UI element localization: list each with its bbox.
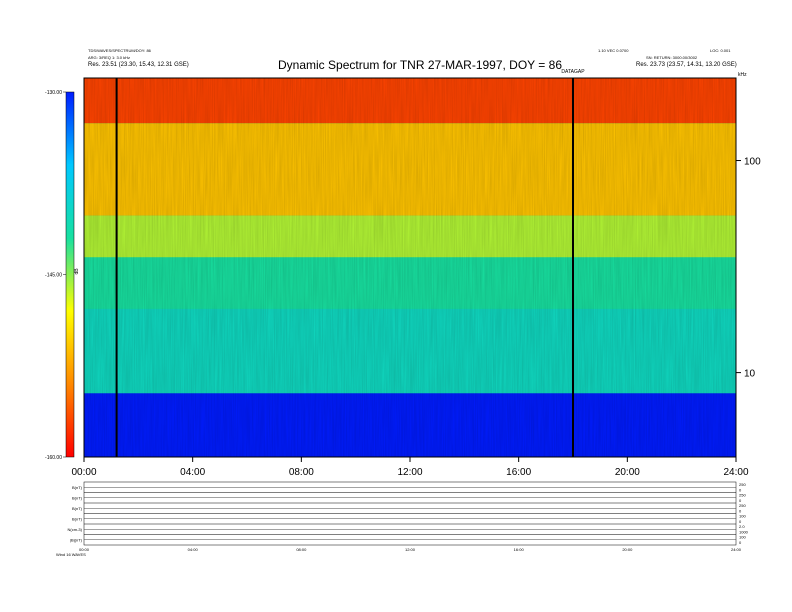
lower-time-tick-label: 00:00 (79, 547, 90, 552)
header-left-line-1: TDS/WAVES/SPECTRUM/DOY: 86 (88, 48, 151, 53)
x-tick-label: 04:00 (180, 467, 205, 478)
header-left-line-2: ARG: 3/REQ 1: 3.0 kHz (88, 55, 131, 60)
colorbar-tick-label: -160.00 (45, 455, 62, 461)
lower-right-tick-label: 100 (739, 535, 746, 540)
colorbar: -130.00 -145.00 -160.00 dB (45, 90, 80, 461)
x-tick-label: 24:00 (723, 467, 748, 478)
colorbar-tick-label: -145.00 (45, 273, 62, 279)
heatmap-texture (84, 78, 736, 457)
lower-panel-label: |B|(nT) (70, 537, 83, 542)
header-right-line-1: 1.10 VEC 0.0700 (598, 48, 629, 53)
lower-right-tick-label: 0 (739, 519, 742, 524)
lower-panel-label: B(nT) (72, 506, 83, 511)
heatmap-plot-area: DATAGAP (83, 69, 737, 458)
lower-right-tick-label: 250 (739, 503, 746, 508)
header-right-line-3: SN: RETURN: 3000.00/3002 (646, 55, 698, 60)
lower-panel-label: B(nT) (72, 495, 83, 500)
lower-time-tick-label: 16:00 (514, 547, 525, 552)
x-tick-label: 20:00 (615, 467, 640, 478)
y-right-unit-label: kHz (738, 72, 747, 78)
lower-right-tick-label: 0 (739, 487, 742, 492)
lower-right-tick-label: 2.0 (739, 524, 745, 529)
lower-right-tick-label: 100 (739, 514, 746, 519)
lower-time-tick-label: 24:00 (731, 547, 742, 552)
lower-right-tick-label: 250 (739, 493, 746, 498)
lower-time-tick-label: 12:00 (405, 547, 416, 552)
colorbar-bar (65, 91, 75, 458)
header-right-line-4: Res. 23.73 (23.57, 14.31, 13.20 GSE) (636, 62, 737, 68)
x-tick-label: 12:00 (397, 467, 422, 478)
marker-tag-1: DATAGAP (561, 69, 585, 75)
y-right-tick-label: 10 (744, 369, 756, 380)
x-tick-label: 00:00 (71, 467, 96, 478)
lower-right-tick-label: 250 (739, 482, 746, 487)
lower-panel-label: B(nT) (72, 485, 83, 490)
chart-title: Dynamic Spectrum for TNR 27-MAR-1997, DO… (278, 58, 562, 72)
lower-right-tick-label: 1000 (739, 529, 749, 534)
x-tick-label: 16:00 (506, 467, 531, 478)
lower-time-tick-label: 08:00 (296, 547, 307, 552)
header-left-line-3: Res. 23.51 (23.30, 15.43, 12.31 GSE) (88, 62, 189, 68)
lower-right-tick-label: 0 (739, 540, 742, 545)
x-tick-label: 08:00 (289, 467, 314, 478)
lower-panels: B(nT)B(nT)B(nT)B(nT)N(cm-3)|B|(nT)250025… (56, 481, 749, 557)
lower-time-tick-label: 04:00 (188, 547, 199, 552)
lower-right-tick-label: 0 (739, 508, 742, 513)
y-right-tick-label: 100 (744, 157, 761, 168)
lower-time-tick-label: 20:00 (622, 547, 633, 552)
lower-panel-label: B(nT) (72, 516, 83, 521)
lower-right-tick-label: 0 (739, 498, 742, 503)
lower-footer: Wind 16 WAVES (56, 552, 86, 557)
axes: 00:00 04:00 08:00 12:00 16:00 20:00 24:00 100 10… (71, 72, 761, 478)
colorbar-tick-label: -130.00 (45, 90, 62, 96)
header-right-line-2: LOC: 0.001 (710, 48, 731, 53)
lower-panel-label: N(cm-3) (68, 527, 83, 532)
colorbar-unit-label: dB (74, 268, 80, 275)
